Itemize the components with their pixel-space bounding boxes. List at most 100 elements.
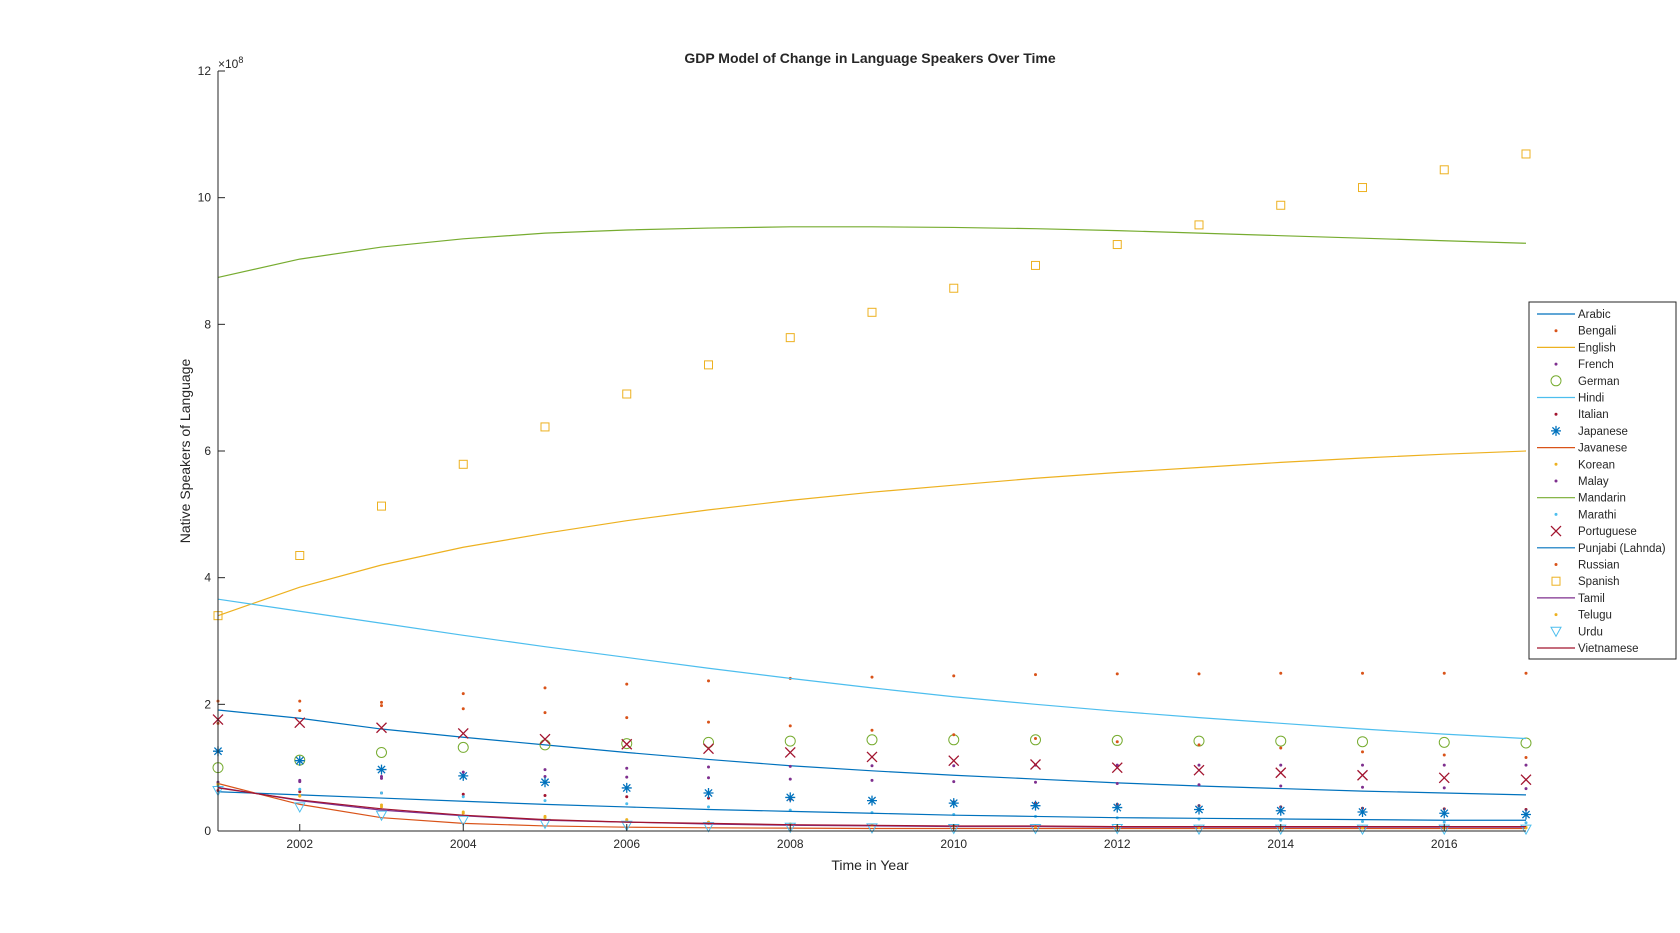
series-javanese — [217, 782, 1526, 830]
data-point-telugu — [543, 814, 547, 818]
data-point-german — [1357, 736, 1368, 748]
legend-box — [1528, 301, 1677, 660]
legend: Arabic Bengali English French German Hindi Ita… — [1528, 301, 1677, 660]
data-point-telugu — [298, 794, 302, 798]
legend-swatch — [1550, 525, 1562, 537]
data-point-german — [1275, 735, 1287, 747]
data-point-malay — [543, 768, 547, 772]
data-point-malay — [380, 775, 383, 779]
legend-swatch — [1554, 412, 1558, 416]
data-point-portuguese — [539, 733, 551, 745]
y-tick-label: 0 — [204, 824, 211, 838]
legend-swatch — [1554, 613, 1558, 617]
data-point-russian — [1361, 750, 1364, 754]
legend-item-marathi: Marathi — [1554, 509, 1616, 521]
y-tick-label: 10 — [198, 191, 212, 205]
legend-label: Tamil — [1578, 593, 1605, 605]
legend-label: Hindi — [1578, 393, 1604, 405]
data-point-marathi — [707, 805, 710, 809]
data-point-malay — [1115, 763, 1119, 767]
series-line-english — [217, 450, 1527, 617]
series-english — [217, 450, 1527, 617]
data-point-japanese — [948, 798, 959, 809]
legend-item-javanese: Javanese — [1537, 443, 1627, 455]
legend-item-german: German — [1550, 375, 1620, 388]
legend-item-hindi: Hindi — [1537, 393, 1604, 405]
data-point-japanese — [785, 792, 796, 803]
data-point-russian — [1279, 746, 1283, 750]
data-point-malay — [1442, 763, 1446, 767]
data-point-telugu — [380, 803, 383, 807]
series-line-vietnamese — [217, 787, 1526, 828]
data-point-bengali — [625, 682, 629, 686]
data-point-japanese — [1521, 809, 1531, 820]
data-point-italian — [298, 790, 302, 794]
data-point-spanish — [867, 307, 877, 317]
data-point-portuguese — [1438, 772, 1450, 784]
data-point-portuguese — [703, 743, 714, 755]
legend-item-korean: Korean — [1554, 459, 1615, 471]
data-point-french — [1442, 786, 1446, 790]
legend-swatch — [1554, 362, 1558, 366]
data-point-japanese — [294, 755, 305, 766]
data-point-italian — [1524, 807, 1528, 811]
x-tick-label: 2014 — [1267, 837, 1294, 851]
data-point-bengali — [1524, 671, 1528, 675]
data-point-portuguese — [784, 747, 796, 758]
legend-label: Spanish — [1578, 576, 1620, 588]
data-point-french — [870, 778, 874, 782]
data-point-french — [707, 776, 710, 780]
legend-label: Bengali — [1578, 326, 1616, 338]
data-point-spanish — [622, 389, 632, 399]
data-point-japanese — [540, 777, 550, 788]
data-point-russian — [788, 724, 792, 728]
series-line-hindi — [217, 598, 1527, 740]
data-point-japanese — [1030, 800, 1041, 811]
data-point-french — [1115, 782, 1119, 785]
series-portuguese — [212, 714, 1532, 786]
y-exponent-power: 8 — [238, 55, 243, 65]
data-point-japanese — [1112, 802, 1123, 813]
data-point-bengali — [380, 700, 383, 704]
data-point-german — [1111, 734, 1123, 746]
data-point-malay — [1279, 763, 1283, 767]
legend-swatch — [1551, 576, 1561, 586]
legend-item-italian: Italian — [1554, 409, 1609, 421]
data-point-russian — [461, 707, 465, 711]
legend-label: French — [1578, 359, 1614, 371]
legend-item-malay: Malay — [1554, 476, 1609, 488]
data-point-urdu — [1029, 823, 1042, 835]
data-point-urdu — [293, 802, 306, 813]
data-point-spanish — [1276, 200, 1286, 210]
data-point-spanish — [1194, 220, 1204, 230]
data-point-spanish — [458, 459, 468, 469]
data-point-portuguese — [294, 717, 306, 729]
legend-label: Russian — [1578, 560, 1620, 572]
data-point-russian — [1034, 737, 1037, 741]
x-tick-label: 2012 — [1104, 837, 1131, 851]
legend-label: Marathi — [1578, 509, 1616, 521]
data-point-japanese — [1357, 807, 1368, 817]
data-point-german — [1030, 734, 1041, 746]
data-point-malay — [1361, 763, 1364, 767]
data-point-telugu — [625, 818, 629, 822]
legend-swatch — [1554, 329, 1558, 333]
series-arabic — [217, 709, 1527, 796]
legend-item-tamil: Tamil — [1537, 593, 1605, 605]
y-exponent-base: ×10 — [218, 57, 239, 71]
legend-swatch — [1550, 375, 1562, 387]
legend-label: Arabic — [1578, 309, 1611, 321]
data-point-bengali — [298, 699, 302, 703]
data-point-urdu — [866, 823, 878, 834]
legend-item-arabic: Arabic — [1537, 309, 1611, 321]
data-point-french — [788, 777, 792, 781]
legend-swatch — [1550, 626, 1562, 638]
data-point-urdu — [620, 820, 633, 832]
legend-label: Urdu — [1578, 626, 1603, 638]
data-point-bengali — [1034, 673, 1037, 677]
x-tick-label: 2010 — [940, 837, 967, 851]
data-point-french — [1034, 780, 1037, 784]
data-point-spanish — [1112, 240, 1122, 250]
data-point-japanese — [1194, 804, 1204, 815]
data-point-portuguese — [1111, 762, 1123, 774]
